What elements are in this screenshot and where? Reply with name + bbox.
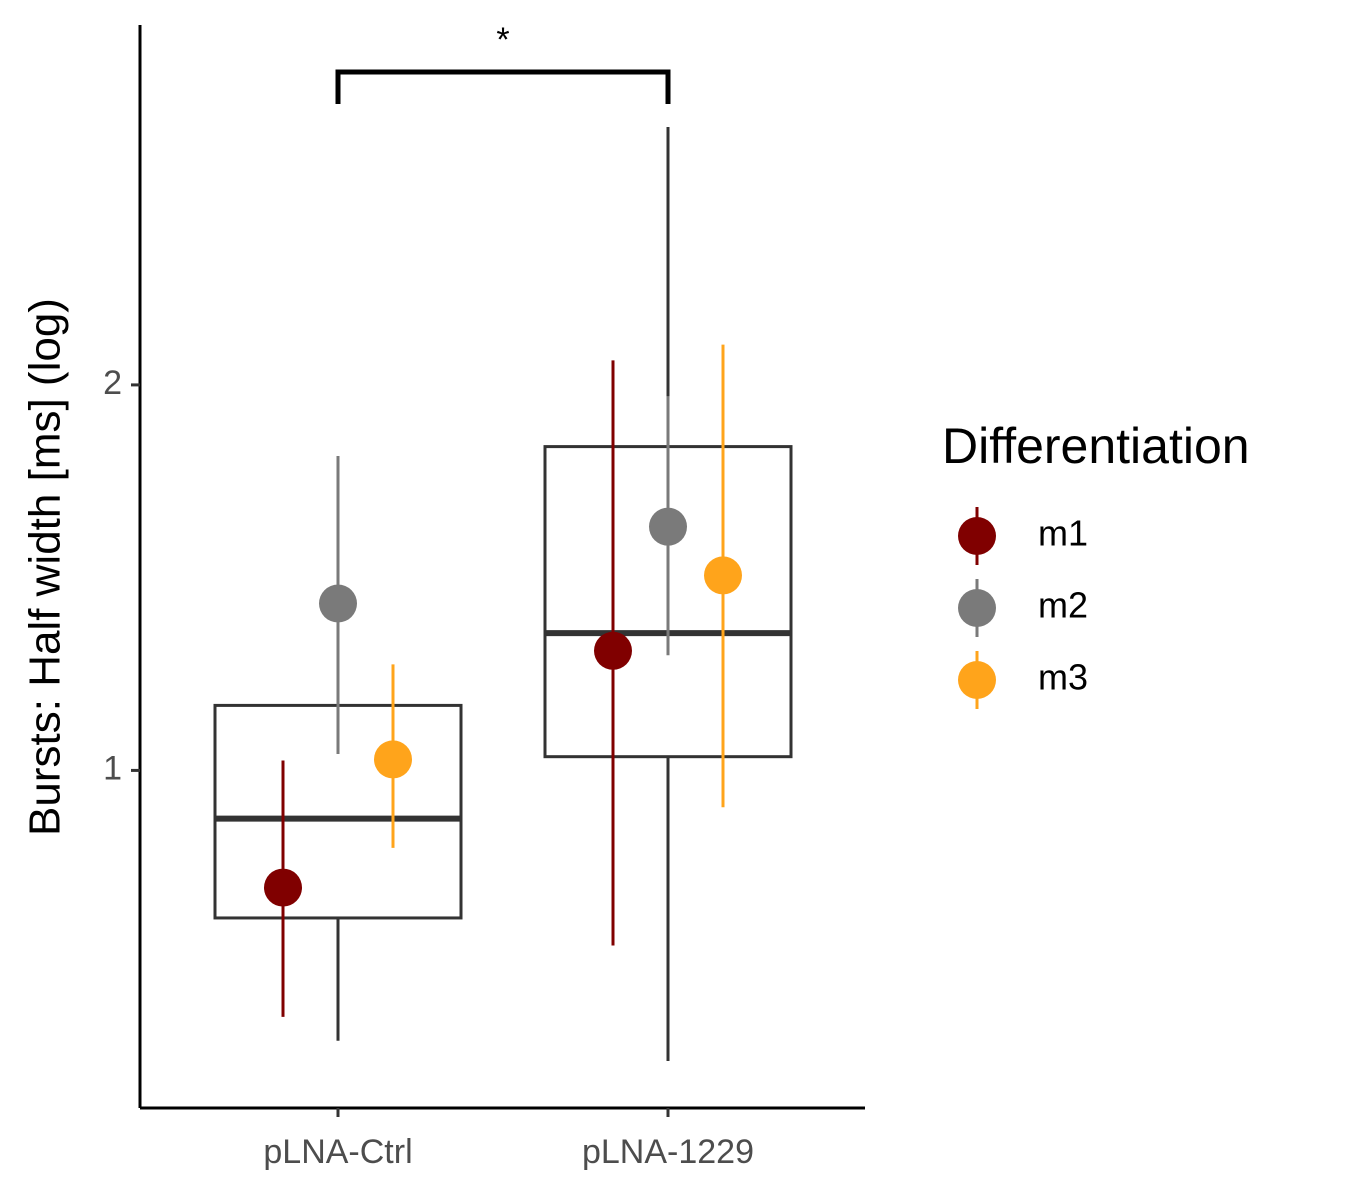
point: [649, 507, 687, 546]
legend-label: m1: [1038, 513, 1088, 554]
legend-label: m2: [1038, 585, 1088, 626]
significance-bracket: [335, 69, 671, 104]
point: [594, 631, 632, 670]
y-tick-label: 1: [103, 749, 122, 787]
y-axis-label: Bursts: Half width [ms] (log): [21, 298, 70, 836]
point: [374, 740, 412, 779]
x-tick-label: pLNA-1229: [582, 1133, 754, 1171]
significance-label: *: [496, 21, 509, 59]
point: [264, 868, 302, 907]
point: [319, 584, 357, 623]
point: [704, 556, 742, 595]
legend-title: Differentiation: [942, 418, 1250, 474]
legend-key: [958, 661, 996, 699]
legend-key: [958, 517, 996, 555]
legend-label: m3: [1038, 657, 1088, 698]
y-tick-label: 2: [103, 364, 122, 402]
x-tick-label: pLNA-Ctrl: [263, 1133, 412, 1171]
legend-key: [958, 589, 996, 627]
